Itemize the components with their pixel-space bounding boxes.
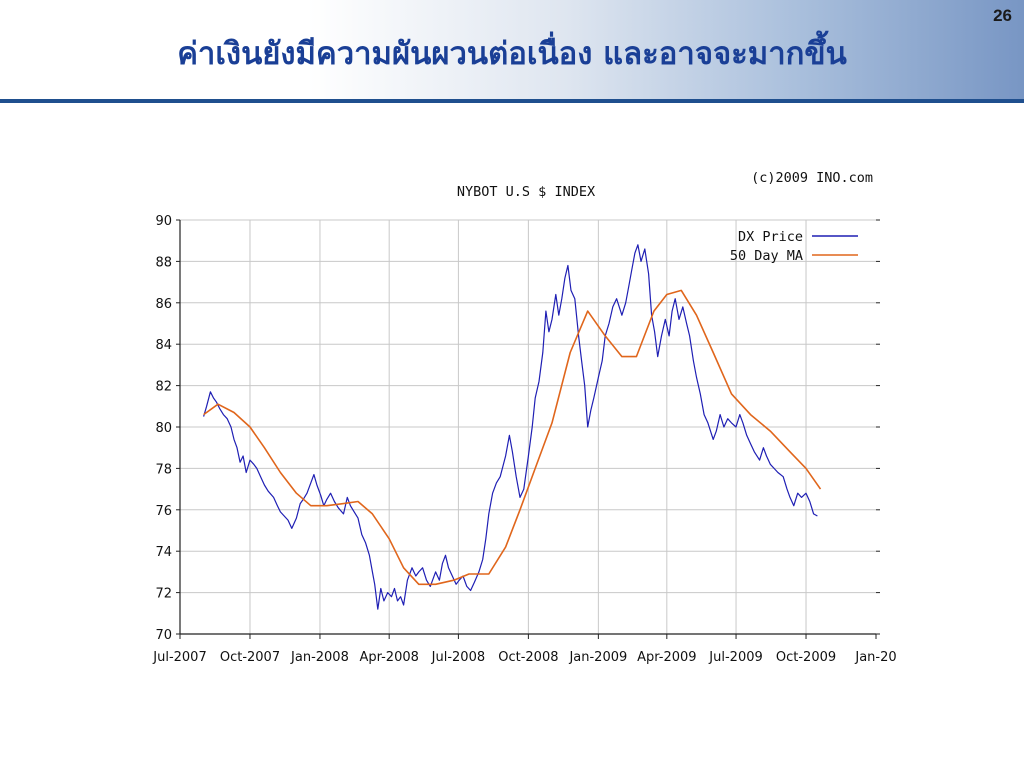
chart-credit: (c)2009 INO.com [751,170,873,186]
chart-title: NYBOT U.S $ INDEX [457,184,595,200]
y-tick-label-80: 80 [155,421,172,436]
y-tick-label-74: 74 [155,545,172,560]
x-tick-label-Oct-2008: Oct-2008 [498,650,558,665]
x-tick-label-Jul-2007: Jul-2007 [152,650,206,665]
x-tick-label-Apr-2009: Apr-2009 [637,650,696,665]
legend-label-dx-price: DX Price [738,229,803,245]
series-line-dx-price [203,244,818,610]
page-number: 26 [993,6,1012,25]
x-tick-label-Jan-2010: Jan-20 [854,650,896,665]
y-tick-label-88: 88 [155,255,172,270]
y-tick-label-72: 72 [155,587,172,602]
x-tick-label-Jul-2008: Jul-2008 [431,650,485,665]
grid-lines [180,219,876,634]
slide-title: ค่าเงินยังมีความผันผวนต่อเนื่อง และอาจจะ… [177,36,847,72]
y-tick-label-90: 90 [155,214,172,229]
header-rule [0,99,1024,103]
x-tick-label-Oct-2009: Oct-2009 [776,650,836,665]
slide-header-band [0,0,1024,100]
x-tick-label-Oct-2007: Oct-2007 [220,650,280,665]
x-tick-label-Apr-2008: Apr-2008 [359,650,418,665]
legend: DX Price 50 Day MA [730,229,858,264]
x-tick-label-Jul-2009: Jul-2009 [708,650,762,665]
y-tick-label-82: 82 [155,380,172,395]
series-lines [203,244,822,610]
series-line-50-day-ma [203,289,822,586]
y-tick-label-70: 70 [155,628,172,643]
y-tick-label-86: 86 [155,297,172,312]
axes: 70 72 74 76 78 80 82 84 86 88 90 Jul-2007 Oct-2007 Ja… [152,214,896,665]
legend-label-50-day-ma: 50 Day MA [730,248,803,264]
x-tick-label-Jan-2009: Jan-2009 [568,650,627,665]
y-tick-label-76: 76 [155,504,172,519]
y-tick-label-78: 78 [155,462,172,477]
y-tick-label-84: 84 [155,338,172,353]
x-tick-label-Jan-2008: Jan-2008 [290,650,349,665]
